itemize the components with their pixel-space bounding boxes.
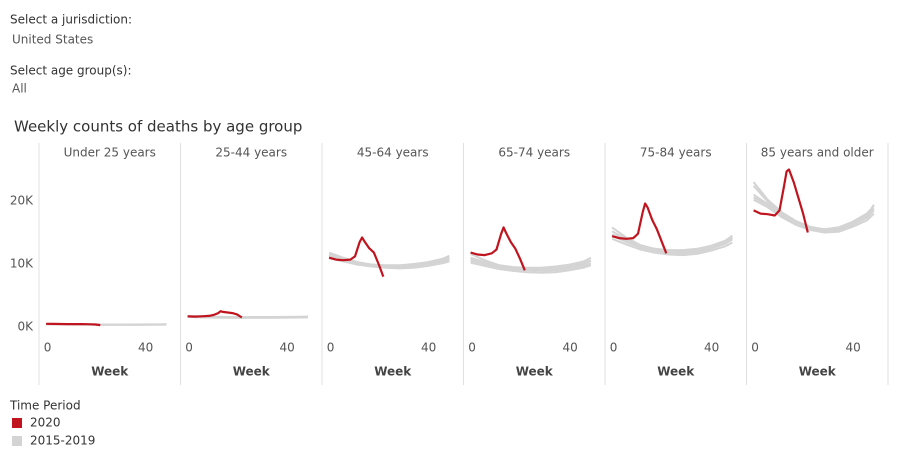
series-line: [470, 226, 526, 271]
x-tick-label: 40: [421, 341, 436, 355]
y-tick-label: 0K: [17, 319, 34, 333]
filter-value[interactable]: All: [12, 82, 27, 96]
panel-header: 85 years and older: [761, 146, 874, 160]
x-tick-label: 0: [468, 341, 476, 355]
chart-title: Weekly counts of deaths by age group: [14, 118, 302, 136]
panel-header: 65-74 years: [498, 146, 570, 160]
filter-label: Select a jurisdiction:: [10, 13, 132, 27]
filter-value[interactable]: United States: [12, 33, 93, 47]
x-tick-label: 40: [704, 341, 719, 355]
panel-header: 45-64 years: [357, 146, 429, 160]
series-line: [611, 234, 733, 255]
x-axis-title: Week: [799, 365, 837, 379]
panel-header: 75-84 years: [640, 146, 712, 160]
x-tick-label: 40: [138, 341, 153, 355]
series-line: [753, 196, 875, 231]
series-line: [611, 233, 733, 252]
y-tick-label: 20K: [10, 193, 34, 207]
x-axis-title: Week: [91, 365, 129, 379]
series-line: [470, 261, 592, 274]
legend-label: 2015-2019: [30, 434, 95, 448]
x-tick-label: 0: [751, 341, 759, 355]
series-line: [46, 322, 101, 327]
x-axis-title: Week: [657, 365, 695, 379]
x-tick-label: 40: [280, 341, 295, 355]
x-tick-label: 0: [185, 341, 193, 355]
x-tick-label: 0: [44, 341, 52, 355]
x-tick-label: 0: [610, 341, 618, 355]
series-line: [753, 168, 809, 233]
filter-label: Select age group(s):: [10, 64, 132, 78]
legend-title: Time Period: [9, 399, 81, 413]
series-line: [328, 257, 450, 270]
y-tick-label: 10K: [10, 256, 34, 270]
series-line: [470, 256, 592, 269]
x-axis-title: Week: [516, 365, 554, 379]
legend-label: 2020: [30, 416, 61, 430]
series-line: [753, 198, 875, 234]
series-line: [470, 259, 592, 272]
x-tick-label: 40: [563, 341, 578, 355]
panel-header: 25-44 years: [215, 146, 287, 160]
series-line: [611, 237, 733, 257]
legend-swatch: [12, 436, 22, 446]
x-axis-title: Week: [374, 365, 412, 379]
panel-header: Under 25 years: [64, 146, 156, 160]
series-line: [611, 202, 668, 254]
x-tick-label: 0: [327, 341, 335, 355]
legend-swatch: [12, 418, 22, 428]
series-line: [328, 236, 385, 277]
series-line: [328, 254, 450, 267]
series-line: [187, 310, 243, 319]
x-axis-title: Week: [233, 365, 271, 379]
x-tick-label: 40: [846, 341, 861, 355]
